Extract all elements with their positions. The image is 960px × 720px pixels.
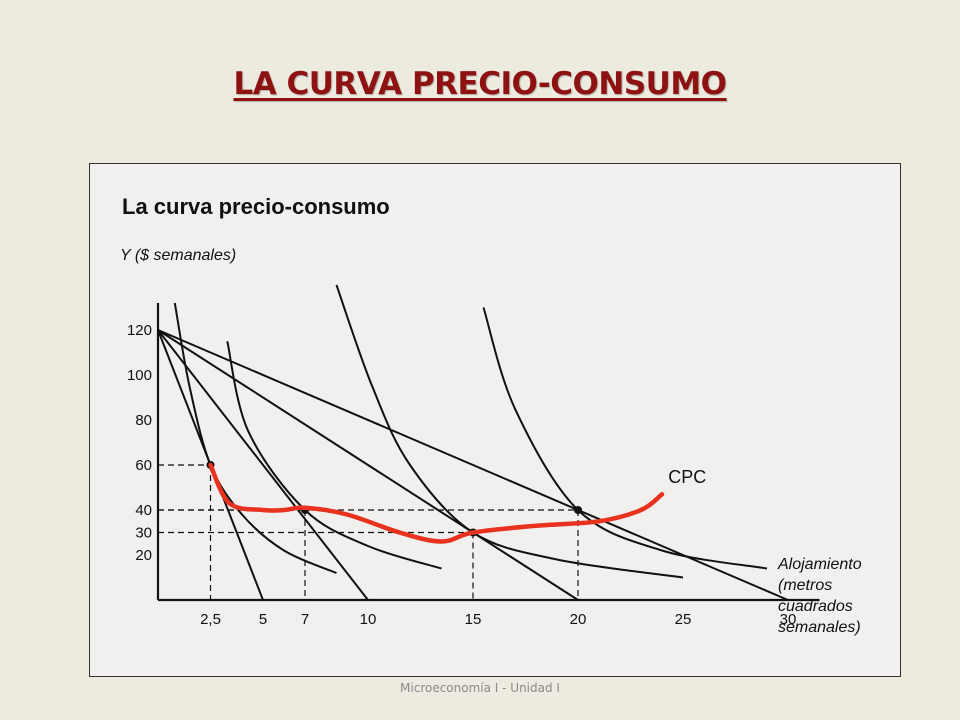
budget-line-1 [157, 329, 369, 601]
budget-lines [157, 329, 789, 601]
x-tick-label-3: 10 [360, 611, 377, 628]
price-consumption-chart: La curva precio-consumo Y ($ semanales) … [120, 194, 862, 636]
pcc-curve-group [208, 462, 665, 544]
x-tick-label-1: 5 [259, 611, 267, 628]
y-tick-label-2: 40 [135, 502, 152, 519]
x-axis-label-line-1: (metros [778, 577, 832, 594]
x-tick-label-6: 25 [675, 611, 692, 628]
budget-line-2 [157, 329, 579, 601]
annotation-cpc: CPC [668, 467, 706, 487]
slide-footer: Microeconomía I - Unidad I [400, 681, 560, 695]
x-tick-label-2: 7 [301, 611, 309, 628]
x-axis-label-line-0: Alojamiento [777, 556, 862, 573]
budget-line-3 [157, 329, 789, 601]
y-tick-label-3: 60 [135, 457, 152, 474]
x-axis-label-line-2: cuadrados [778, 598, 853, 615]
equilibrium-point-3 [574, 506, 582, 514]
indifference-curve-2 [335, 284, 684, 579]
annotations: CPC [668, 467, 706, 487]
y-tick-label-6: 120 [127, 322, 152, 339]
tick-labels: 20 30 40 60 80 100 120 2,5 5 7 10 15 20 25 30 [127, 322, 796, 628]
x-tick-label-5: 20 [570, 611, 587, 628]
y-axis-label: Y ($ semanales) [120, 247, 236, 264]
y-tick-label-5: 100 [127, 367, 152, 384]
x-tick-label-7: 30 [780, 611, 797, 628]
y-tick-label-0: 20 [135, 547, 152, 564]
y-tick-label-1: 30 [135, 525, 152, 542]
y-tick-label-4: 80 [135, 412, 152, 429]
slide-title: LA CURVA PRECIO-CONSUMO [233, 66, 727, 102]
x-axis-label-line-3: semanales) [778, 619, 861, 636]
pcc-curve [208, 462, 665, 544]
chart-figure: La curva precio-consumo Y ($ semanales) … [89, 163, 901, 677]
x-tick-label-0: 2,5 [200, 611, 221, 628]
x-axis-label: Alojamiento (metros cuadrados semanales) [777, 556, 862, 636]
chart-title: La curva precio-consumo [122, 194, 390, 219]
x-tick-label-4: 15 [465, 611, 482, 628]
axes [156, 303, 820, 602]
